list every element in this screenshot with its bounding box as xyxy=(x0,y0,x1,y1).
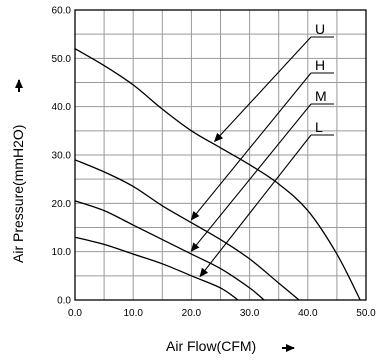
x-tick-label: 10.0 xyxy=(123,308,143,319)
y-tick-label: 30.0 xyxy=(52,151,72,162)
x-tick-label: 30.0 xyxy=(240,308,260,319)
y-axis-title: Air Pressure(mmH2O) xyxy=(10,125,26,263)
curve-h xyxy=(74,159,300,301)
x-tick-label: 0.0 xyxy=(68,308,82,319)
curve-label-l: L xyxy=(315,119,323,135)
curve-label-m: M xyxy=(315,88,327,104)
y-tick-label: 50.0 xyxy=(52,54,72,65)
x-tick-label: 40.0 xyxy=(298,308,318,319)
curve-label-u: U xyxy=(315,21,325,37)
curve-label-arrow-icon xyxy=(190,72,312,221)
y-tick-label: 20.0 xyxy=(52,199,72,210)
curve-label-arrow-icon xyxy=(214,36,312,143)
curve-u xyxy=(74,48,361,301)
curve-label-arrow-icon xyxy=(199,134,312,278)
curve-l xyxy=(74,236,239,301)
tick-labels: 0.0 10.0 20.0 30.0 40.0 50.0 0.0 10.0 20.0 30.0 40… xyxy=(52,6,377,320)
y-tick-label: 60.0 xyxy=(52,6,72,17)
x-tick-label: 50.0 xyxy=(356,308,376,319)
curve-labels: U HML xyxy=(190,21,334,278)
x-axis-title: Air Flow(CFM) xyxy=(166,338,256,354)
curve-m xyxy=(74,200,265,301)
y-tick-label: 10.0 xyxy=(52,247,72,258)
grid xyxy=(75,10,366,300)
x-tick-label: 20.0 xyxy=(182,308,202,319)
y-tick-label: 40.0 xyxy=(52,102,72,113)
curve-label-h: H xyxy=(315,57,325,73)
plot-frame xyxy=(74,9,367,301)
curve-label-arrow-icon xyxy=(190,103,312,252)
y-tick-label: 0.0 xyxy=(57,296,71,307)
curves xyxy=(74,48,361,301)
